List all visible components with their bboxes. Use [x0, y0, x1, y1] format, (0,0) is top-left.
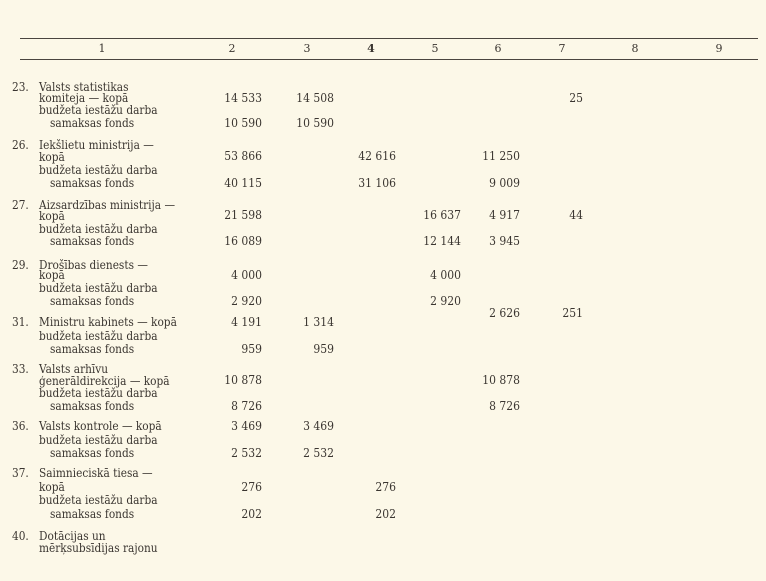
cell-value-c6: 8 726 [489, 399, 520, 413]
cell-value-c2: 959 [241, 342, 262, 356]
cell-value-c5: 12 144 [423, 234, 461, 248]
cell-value-c2: 4 191 [231, 315, 262, 329]
entry-label-line: kopā [39, 150, 65, 164]
entry-label-line: budžeta iestāžu darba [39, 281, 158, 295]
entry-label-line: Valsts kontrole — kopā [39, 419, 162, 433]
cell-value-c2: 53 866 [224, 149, 262, 163]
entry-label-line: samaksas fonds [50, 507, 135, 521]
entry-label-line: kopā [39, 209, 65, 223]
cell-value-c7: 251 [562, 306, 583, 320]
cell-value-c2: 16 089 [224, 234, 262, 248]
col-header-7: 7 [558, 42, 566, 55]
entry-label-line: komiteja — kopā [39, 91, 129, 105]
cell-value-c3: 14 508 [296, 91, 334, 105]
entry-label-line: Aizsardzības ministrija — [39, 198, 176, 212]
cell-value-c6: 3 945 [489, 234, 520, 248]
entry-label-line: samaksas fonds [50, 399, 135, 413]
cell-value-c2: 276 [241, 480, 262, 494]
entry-number: 29. [12, 258, 29, 272]
cell-value-c4: 31 106 [358, 176, 396, 190]
entry-label-line: Valsts arhīvu [39, 362, 109, 376]
cell-value-c4: 276 [375, 480, 396, 494]
cell-value-c6: 2 626 [489, 306, 520, 320]
entry-label-line: samaksas fonds [50, 116, 135, 130]
cell-value-c2: 202 [241, 507, 262, 521]
cell-value-c3: 10 590 [296, 116, 334, 130]
cell-value-c3: 2 532 [303, 446, 334, 460]
entry-label-line: Valsts statistikas [39, 80, 129, 94]
entry-label-line: budžeta iestāžu darba [39, 386, 158, 400]
entry-label-line: budžeta iestāžu darba [39, 433, 158, 447]
entry-number: 27. [12, 198, 29, 212]
cell-value-c2: 40 115 [224, 176, 262, 190]
entry-label-line: kopā [39, 480, 65, 494]
cell-value-c4: 202 [375, 507, 396, 521]
entry-label-line: budžeta iestāžu darba [39, 329, 158, 343]
entry-label-line: samaksas fonds [50, 342, 135, 356]
cell-value-c2: 3 469 [231, 419, 262, 433]
entry-label-line: kopā [39, 268, 65, 282]
entry-label-line: samaksas fonds [50, 446, 135, 460]
entry-label-line: budžeta iestāžu darba [39, 163, 158, 177]
entry-number: 26. [12, 138, 29, 152]
entry-number: 23. [12, 80, 29, 94]
entry-label-line: Saimnieciskā tiesa — [39, 466, 153, 480]
cell-value-c3: 3 469 [303, 419, 334, 433]
entry-label-line: budžeta iestāžu darba [39, 493, 158, 507]
entry-number: 31. [12, 315, 29, 329]
cell-value-c5: 2 920 [430, 294, 461, 308]
col-header-4: 4 [367, 42, 375, 55]
cell-value-c2: 21 598 [224, 208, 262, 222]
entry-number: 36. [12, 419, 29, 433]
cell-value-c2: 10 878 [224, 373, 262, 387]
header-bottom-rule [20, 59, 758, 60]
col-header-9: 9 [715, 42, 723, 55]
entry-label-line: Dotācijas un [39, 529, 106, 543]
cell-value-c6: 10 878 [482, 373, 520, 387]
entry-number: 37. [12, 466, 29, 480]
cell-value-c3: 1 314 [303, 315, 334, 329]
cell-value-c6: 4 917 [489, 208, 520, 222]
cell-value-c2: 2 920 [231, 294, 262, 308]
entry-label-line: mērķsubsīdijas rajonu [39, 541, 158, 555]
entry-label-line: Ministru kabinets — kopā [39, 315, 177, 329]
col-header-5: 5 [431, 42, 439, 55]
cell-value-c7: 25 [569, 91, 583, 105]
cell-value-c2: 2 532 [231, 446, 262, 460]
col-header-2: 2 [228, 42, 236, 55]
cell-value-c5: 4 000 [430, 268, 461, 282]
col-header-1: 1 [98, 42, 106, 55]
cell-value-c2: 14 533 [224, 91, 262, 105]
cell-value-c2: 8 726 [231, 399, 262, 413]
entry-label-line: budžeta iestāžu darba [39, 222, 158, 236]
entry-number: 40. [12, 529, 29, 543]
cell-value-c5: 16 637 [423, 208, 461, 222]
entry-number: 33. [12, 362, 29, 376]
cell-value-c2: 10 590 [224, 116, 262, 130]
cell-value-c6: 9 009 [489, 176, 520, 190]
entry-label-line: samaksas fonds [50, 294, 135, 308]
cell-value-c4: 42 616 [358, 149, 396, 163]
col-header-8: 8 [631, 42, 639, 55]
entry-label-line: ģenerāldirekcija — kopā [39, 374, 170, 388]
cell-value-c3: 959 [313, 342, 334, 356]
entry-label-line: budžeta iestāžu darba [39, 103, 158, 117]
entry-label-line: Iekšlietu ministrija — [39, 138, 154, 152]
cell-value-c7: 44 [569, 208, 583, 222]
cell-value-c6: 11 250 [482, 149, 520, 163]
col-header-6: 6 [494, 42, 502, 55]
col-header-3: 3 [303, 42, 311, 55]
entry-label-line: samaksas fonds [50, 234, 135, 248]
entry-label-line: Drošības dienests — [39, 258, 148, 272]
entry-label-line: samaksas fonds [50, 176, 135, 190]
table-top-rule [20, 38, 758, 39]
cell-value-c2: 4 000 [231, 268, 262, 282]
